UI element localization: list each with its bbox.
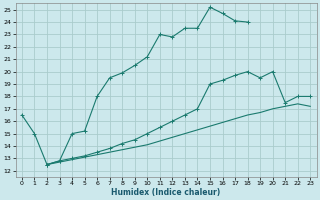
X-axis label: Humidex (Indice chaleur): Humidex (Indice chaleur) <box>111 188 221 197</box>
